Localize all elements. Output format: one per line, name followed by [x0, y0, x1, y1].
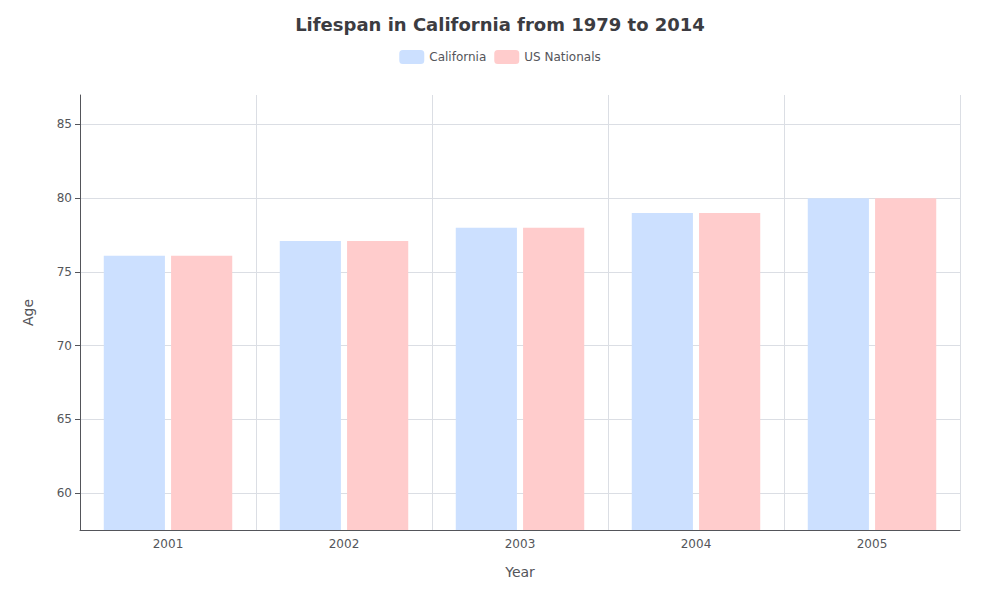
svg-text:US Nationals: US Nationals — [524, 50, 600, 64]
svg-text:Age: Age — [20, 299, 36, 326]
svg-text:Year: Year — [504, 564, 535, 580]
svg-text:2001: 2001 — [153, 537, 184, 551]
svg-text:85: 85 — [57, 117, 72, 131]
svg-text:80: 80 — [57, 191, 72, 205]
svg-text:75: 75 — [57, 265, 72, 279]
svg-text:70: 70 — [57, 339, 72, 353]
svg-text:2002: 2002 — [329, 537, 360, 551]
svg-text:60: 60 — [57, 486, 72, 500]
svg-text:65: 65 — [57, 412, 72, 426]
svg-text:2004: 2004 — [681, 537, 712, 551]
svg-text:2005: 2005 — [857, 537, 888, 551]
svg-text:Lifespan in California from 19: Lifespan in California from 1979 to 2014 — [295, 14, 705, 35]
svg-text:2003: 2003 — [505, 537, 536, 551]
svg-text:California: California — [429, 50, 486, 64]
